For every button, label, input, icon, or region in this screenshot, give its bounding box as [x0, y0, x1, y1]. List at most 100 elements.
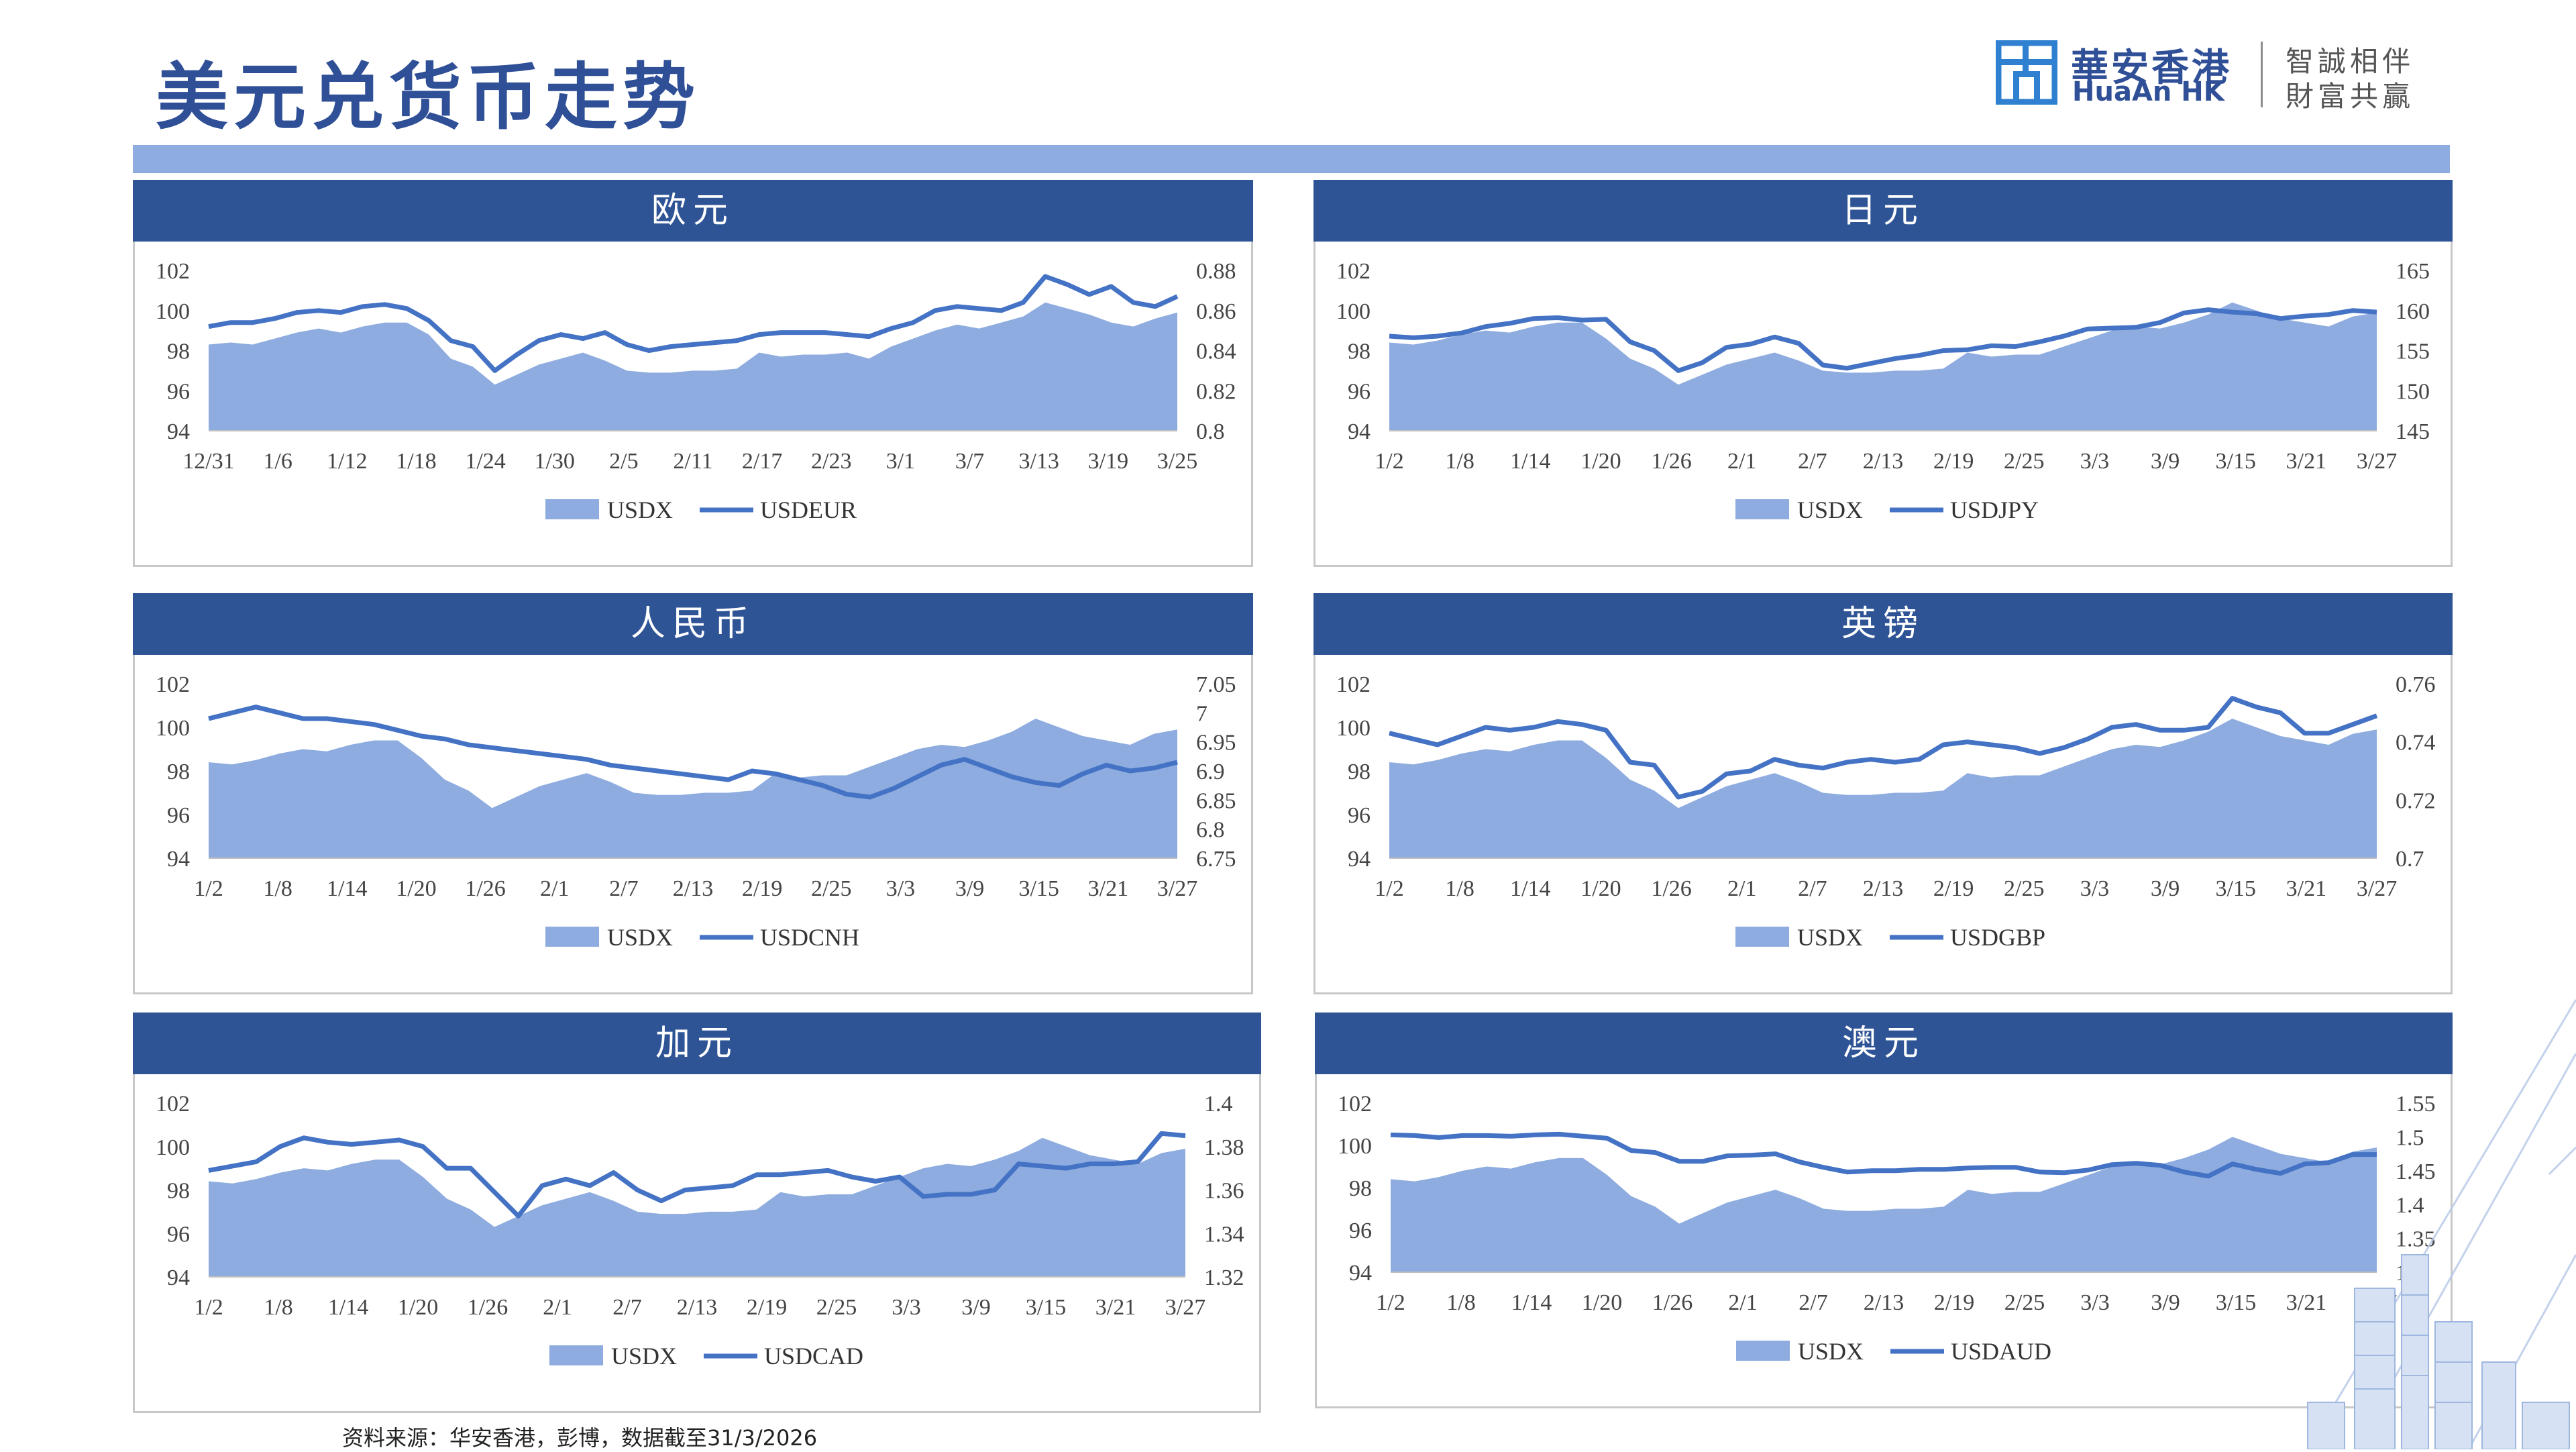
x-tick-label: 2/1 — [1728, 1290, 1757, 1315]
y-tick-left: 102 — [1338, 1092, 1372, 1117]
usdx-area — [1389, 719, 2377, 858]
y-tick-left: 94 — [167, 1265, 190, 1290]
x-tick-label: 2/11 — [673, 449, 712, 474]
x-tick-label: 2/25 — [2004, 876, 2044, 901]
x-tick-label: 3/1 — [886, 449, 915, 474]
y-tick-left: 94 — [167, 847, 190, 872]
legend-area-swatch — [1735, 499, 1789, 519]
legend-label-usdx: USDX — [1797, 497, 1863, 523]
y-tick-left: 98 — [1348, 340, 1371, 364]
x-tick-label: 1/26 — [1652, 1290, 1693, 1315]
x-tick-label: 2/19 — [1933, 876, 1974, 901]
x-tick-label: 3/15 — [2215, 449, 2255, 474]
y-tick-right: 6.8 — [1196, 818, 1225, 843]
x-tick-label: 1/20 — [398, 1295, 438, 1320]
chart-aud: 1021009896941.551.51.451.41.351.31/21/81… — [1338, 1092, 2436, 1365]
logo-slogan-line1: 智誠相伴 — [2286, 45, 2415, 78]
chart-panel-cnh: 人民币 102 100 98 96 94 7.05 7 6.95 6.9 6.85 6.8 6.75 1… — [133, 593, 1253, 994]
y-tick-left: 98 — [167, 1179, 190, 1204]
x-tick-label: 3/3 — [886, 876, 915, 901]
y-tick-left: 102 — [156, 1092, 190, 1117]
chart-gbp: 102 100 98 96 94 0.76 0.74 0.72 0.7 1/2 1/8 1/14 1/2… — [1336, 672, 2436, 951]
y-tick-left: 98 — [1348, 760, 1371, 784]
y-tick-right: 155 — [2396, 340, 2430, 364]
legend-label-currency: USDJPY — [1950, 497, 2039, 523]
y-tick-right: 7 — [1196, 701, 1208, 726]
currency-line — [208, 705, 1178, 800]
chart-panel-jpy: 日元 102 100 98 96 94 165 160 155 150 145 1/2 1/8 1/14… — [1313, 180, 2453, 567]
x-tick-label: 3/19 — [1088, 449, 1128, 474]
logo-slogan-line2: 財富共贏 — [2286, 80, 2415, 113]
y-tick-right: 0.84 — [1196, 340, 1236, 364]
x-tick-label: 2/1 — [540, 876, 569, 901]
x-tick-label: 2/7 — [1799, 1290, 1827, 1315]
x-tick-label: 2/1 — [1727, 449, 1756, 474]
x-tick-label: 3/9 — [2151, 876, 2180, 901]
legend-label-usdx: USDX — [607, 497, 673, 523]
page-title: 美元兑货币走势 — [156, 55, 701, 140]
legend-label-currency: USDAUD — [1951, 1338, 2051, 1365]
chart-panel-cad: 加元 102 100 98 96 94 1.4 1.38 1.36 1.34 1.32 1/2 1/8… — [133, 1013, 1261, 1413]
y-tick-left: 102 — [1336, 259, 1371, 284]
x-tick-label: 1/2 — [1375, 449, 1403, 474]
legend-label-currency: USDGBP — [1950, 924, 2045, 951]
legend-label-usdx: USDX — [1797, 924, 1863, 951]
usdx-area — [209, 302, 1177, 431]
chart-eur: 102 100 98 96 94 0.88 0.86 0.84 0.82 0.8 12/31 1/6 1… — [156, 259, 1236, 523]
x-tick-label: 3/3 — [2080, 1290, 2109, 1315]
y-tick-left: 102 — [156, 672, 190, 697]
usdx-area — [209, 1137, 1185, 1277]
x-tick-label: 1/26 — [468, 1295, 508, 1320]
legend-label-currency: USDEUR — [760, 497, 857, 523]
chart-title: 澳元 — [1315, 1013, 2453, 1074]
x-tick-label: 2/13 — [673, 876, 713, 901]
y-tick-left: 100 — [1336, 716, 1371, 741]
chart-cnh: 102 100 98 96 94 7.05 7 6.95 6.9 6.85 6.8 6.75 1/2 1/… — [156, 672, 1236, 951]
x-tick-label: 2/7 — [1798, 876, 1827, 901]
x-tick-label: 3/21 — [2286, 449, 2326, 474]
y-tick-left: 96 — [1348, 379, 1371, 404]
x-tick-label: 2/1 — [543, 1295, 572, 1320]
x-tick-label: 1/20 — [1582, 1290, 1622, 1315]
y-tick-left: 102 — [1336, 672, 1371, 697]
y-tick-right: 6.85 — [1196, 788, 1236, 813]
chart-title: 加元 — [133, 1013, 1261, 1074]
x-tick-label: 2/13 — [677, 1295, 717, 1320]
x-tick-label: 1/12 — [327, 449, 367, 474]
y-tick-left: 96 — [167, 379, 190, 404]
logo-divider — [2261, 42, 2263, 107]
x-tick-label: 1/2 — [1375, 876, 1403, 901]
x-tick-label: 2/19 — [1933, 449, 1974, 474]
x-tick-label: 3/27 — [2357, 876, 2397, 901]
y-tick-left: 98 — [167, 760, 190, 784]
x-tick-label: 3/21 — [1095, 1295, 1136, 1320]
chart-panel-eur: 欧元 102 100 98 96 94 0.88 0.86 0.84 0.82 0.8 12/31 1… — [133, 180, 1253, 567]
y-tick-right: 7.05 — [1196, 672, 1236, 697]
huaan-logo-icon — [1996, 40, 2057, 105]
y-tick-right: 0.8 — [1196, 419, 1225, 444]
legend-label-currency: USDCAD — [764, 1343, 863, 1369]
x-tick-label: 2/25 — [2004, 449, 2044, 474]
currency-line — [208, 1131, 1186, 1218]
y-tick-right: 145 — [2396, 419, 2430, 444]
y-tick-right: 0.88 — [1196, 259, 1236, 284]
x-tick-label: 1/2 — [194, 1295, 223, 1320]
brand-logo: 華安香港 HuaAn HK 智誠相伴 財富共贏 — [1996, 38, 2465, 113]
y-tick-right: 1.32 — [1204, 1265, 1244, 1290]
usdx-area — [1391, 1137, 2377, 1272]
x-tick-label: 3/9 — [955, 876, 984, 901]
x-tick-label: 3/21 — [2286, 876, 2326, 901]
title-accent-bar — [133, 145, 2450, 173]
y-tick-right: 1.45 — [2396, 1159, 2436, 1184]
x-tick-label: 1/14 — [1510, 876, 1550, 901]
currency-line — [1389, 696, 2378, 800]
x-tick-label: 3/21 — [2286, 1290, 2326, 1315]
logo-name-cn: 華安香港 — [2071, 46, 2232, 90]
y-tick-right: 6.95 — [1196, 731, 1236, 756]
x-tick-label: 2/25 — [2004, 1290, 2045, 1315]
x-tick-label: 1/8 — [264, 1295, 292, 1320]
chart-title: 人民币 — [133, 593, 1253, 655]
x-tick-label: 3/9 — [2151, 1290, 2180, 1315]
legend-label-usdx: USDX — [607, 924, 673, 951]
x-tick-label: 3/21 — [1088, 876, 1128, 901]
